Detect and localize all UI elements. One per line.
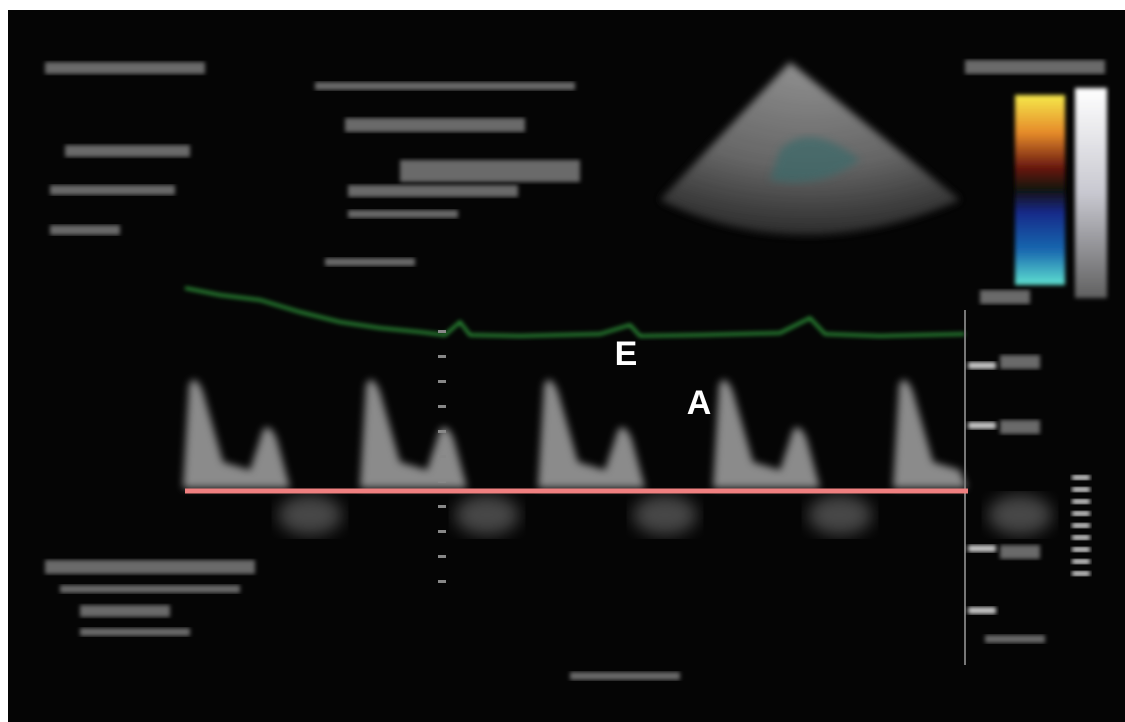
gain-scale-tick (1072, 511, 1090, 516)
reverse-flow (988, 495, 1052, 535)
time-marker (438, 380, 446, 383)
gain-scale-tick (1072, 487, 1090, 492)
screen-text-block (80, 605, 170, 617)
gain-scale-tick (1072, 571, 1090, 576)
a-wave-label: A (687, 384, 712, 422)
screen-text-block (1000, 355, 1040, 369)
color-scale-bar (1015, 95, 1065, 285)
screen-text-block (60, 585, 240, 593)
e-wave-label: E (615, 335, 638, 373)
time-marker (438, 530, 446, 533)
page-body: E A (() => { const data = JSON.parse(doc… (0, 0, 1125, 722)
screen-text-block (348, 210, 458, 218)
gain-scale-tick (1072, 547, 1090, 552)
screen-text-block (985, 635, 1045, 643)
reverse-flow (808, 495, 872, 535)
screen-text-block (65, 145, 190, 157)
time-marker (438, 330, 446, 333)
screen-text-block (50, 185, 175, 195)
scale-tick (968, 545, 996, 552)
scale-tick (968, 607, 996, 614)
screen-text-block (1000, 545, 1040, 559)
time-marker (438, 355, 446, 358)
screen-text-block (1000, 420, 1040, 434)
reverse-flow (278, 495, 342, 535)
time-marker (438, 505, 446, 508)
time-marker (438, 430, 446, 433)
screen-text-block (570, 672, 680, 680)
screen-text-block (980, 290, 1030, 304)
screen-text-block (315, 82, 575, 90)
screen-text-block (325, 258, 415, 266)
screen-text-block (45, 560, 255, 574)
page: {"annotations": [{"label": "E"}, {"label… (0, 0, 1125, 722)
gain-scale-tick (1072, 499, 1090, 504)
screen-text-block (965, 60, 1105, 74)
screen-text-block (348, 185, 518, 197)
screen-text-block (50, 225, 120, 235)
screen-background (8, 10, 1125, 722)
ultrasound-screen: E A (0, 0, 1125, 722)
screen-text-block (80, 628, 190, 636)
screen-text-block (45, 62, 205, 74)
gain-scale-tick (1072, 475, 1090, 480)
scale-tick (968, 422, 996, 429)
gain-scale-tick (1072, 559, 1090, 564)
time-marker (438, 455, 446, 458)
time-marker (438, 480, 446, 483)
screen-text-block (400, 160, 580, 182)
scale-tick (968, 362, 996, 369)
gain-scale-tick (1072, 523, 1090, 528)
gray-scale-bar (1075, 88, 1107, 298)
reverse-flow (455, 495, 519, 535)
time-marker (438, 405, 446, 408)
gain-scale-tick (1072, 535, 1090, 540)
reverse-flow (633, 495, 697, 535)
screen-text-block (345, 118, 525, 132)
time-marker (438, 555, 446, 558)
time-marker (438, 580, 446, 583)
